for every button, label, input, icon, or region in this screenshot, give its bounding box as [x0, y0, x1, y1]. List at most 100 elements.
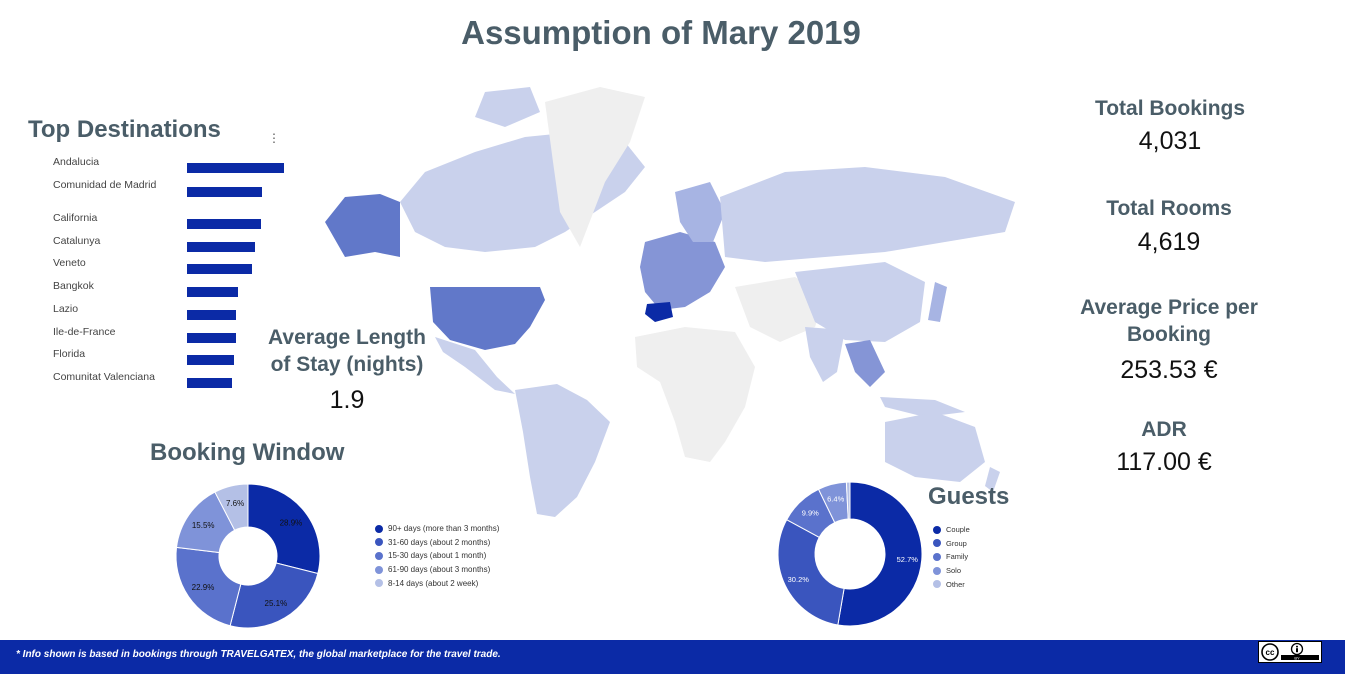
legend-swatch [933, 525, 941, 534]
legend-item: Family [933, 550, 970, 564]
total-rooms-title: Total Rooms [1106, 197, 1232, 220]
map-region-mexico[interactable] [435, 337, 515, 394]
bar[interactable] [187, 333, 236, 343]
svg-text:cc: cc [1266, 648, 1275, 657]
legend-item: 31-60 days (about 2 months) [375, 536, 499, 550]
donut-slice[interactable] [777, 519, 845, 626]
map-region-europe[interactable] [640, 232, 725, 310]
bar[interactable] [187, 264, 252, 274]
legend-item: Couple [933, 523, 970, 537]
legend-swatch [933, 580, 941, 589]
legend-label: Family [946, 552, 969, 562]
legend-swatch [375, 565, 383, 574]
cc-by-icon[interactable]: cc BY [1258, 641, 1322, 663]
donut-value-label: 25.1% [265, 599, 288, 608]
legend-item: 90+ days (more than 3 months) [375, 522, 499, 536]
map-region-usa[interactable] [430, 287, 545, 350]
guests-donut[interactable]: 52.7% 30.2% 9.9% 6.4% [774, 478, 926, 630]
avg-stay-title: Average Length of Stay (nights) [268, 326, 426, 376]
map-region-se-asia[interactable] [845, 340, 885, 387]
donut-slice[interactable] [214, 483, 249, 531]
map-region-new-zealand[interactable] [985, 467, 1000, 492]
avg-stay-value: 1.9 [329, 386, 365, 414]
donut-slice[interactable] [837, 481, 923, 627]
guests-title: Guests [928, 483, 1010, 510]
bar-label: Veneto [53, 257, 86, 269]
bar-label: Andalucia [53, 156, 100, 168]
map-region-australia[interactable] [885, 412, 985, 482]
donut-value-label: 30.2% [788, 575, 810, 584]
donut-value-label: 15.5% [192, 521, 215, 530]
legend-item: Other [933, 577, 970, 591]
donut-slice[interactable] [175, 546, 242, 627]
bar-label: Catalunya [53, 235, 101, 247]
legend-item: 15-30 days (about 1 month) [375, 549, 499, 563]
legend-swatch [933, 552, 941, 561]
legend-item: Group [933, 537, 970, 551]
booking-window-legend: 90+ days (more than 3 months) 31-60 days … [375, 522, 499, 590]
map-region-greenland[interactable] [545, 87, 645, 247]
bar[interactable] [187, 287, 238, 297]
map-region-middle-east[interactable] [735, 277, 825, 342]
bar-label: Comunidad de Madrid [53, 179, 157, 191]
bar[interactable] [187, 187, 262, 197]
donut-value-label: 7.6% [226, 499, 244, 508]
bar[interactable] [187, 378, 232, 388]
legend-swatch [375, 524, 383, 533]
bar[interactable] [187, 355, 234, 365]
bar[interactable] [187, 163, 284, 173]
booking-window-donut[interactable]: 28.9% 25.1% 22.9% 15.5% 7.6% [170, 478, 326, 634]
bar-label: Lazio [53, 303, 79, 315]
legend-swatch [375, 579, 383, 588]
bar[interactable] [187, 310, 236, 320]
svg-text:BY: BY [1294, 656, 1300, 661]
map-region-africa[interactable] [635, 327, 755, 462]
legend-label: Group [946, 538, 967, 548]
bar[interactable] [187, 219, 261, 229]
adr-value: 117.00 € [1116, 448, 1212, 476]
donut-value-label: 6.4% [827, 494, 844, 503]
footer-text: * Info shown is based in bookings throug… [16, 649, 501, 660]
map-region-alaska[interactable] [325, 194, 400, 257]
adr-title: ADR [1141, 418, 1187, 441]
legend-label: 31-60 days (about 2 months) [388, 537, 491, 547]
footer-bar: * Info shown is based in bookings throug… [0, 640, 1345, 674]
map-region-arctic[interactable] [475, 87, 540, 127]
donut-slice[interactable] [247, 483, 321, 575]
legend-label: 8-14 days (about 2 week) [388, 578, 479, 588]
map-region-scandinavia[interactable] [675, 182, 725, 242]
map-region-japan[interactable] [928, 282, 947, 322]
donut-value-label: 22.9% [192, 583, 215, 592]
legend-swatch [375, 538, 383, 547]
total-bookings-value: 4,031 [1138, 127, 1202, 155]
legend-item: 61-90 days (about 3 months) [375, 563, 499, 577]
legend-swatch [933, 539, 941, 548]
bar[interactable] [187, 242, 255, 252]
bar-label: California [53, 212, 98, 224]
guests-legend: Couple Group Family Solo Other [933, 523, 970, 591]
legend-label: 15-30 days (about 1 month) [388, 551, 487, 561]
donut-slice[interactable] [845, 481, 851, 520]
legend-label: 90+ days (more than 3 months) [388, 524, 500, 534]
map-region-india[interactable] [805, 327, 845, 382]
avg-price-title: Average Price per Booking [1080, 296, 1258, 346]
legend-label: Couple [946, 525, 970, 535]
bar-label: Bangkok [53, 280, 94, 292]
donut-slice[interactable] [229, 562, 319, 629]
map-region-indonesia[interactable] [880, 397, 965, 417]
more-vert-icon[interactable]: ⋮ [268, 131, 280, 145]
legend-label: Other [946, 579, 965, 589]
map-region-south-america[interactable] [515, 384, 610, 517]
avg-price-value: 253.53 € [1120, 356, 1218, 384]
legend-swatch [375, 551, 383, 560]
donut-value-label: 52.7% [897, 555, 919, 564]
legend-item: 8-14 days (about 2 week) [375, 576, 499, 590]
world-map[interactable] [325, 82, 1020, 522]
bar-label: Comunitat Valenciana [53, 371, 155, 383]
map-region-spain[interactable] [645, 302, 673, 322]
map-region-russia[interactable] [720, 167, 1015, 262]
donut-value-label: 9.9% [802, 508, 819, 517]
bar-label: Ile-de-France [53, 326, 116, 338]
donut-value-label: 28.9% [280, 518, 303, 527]
map-region-china[interactable] [795, 262, 925, 342]
